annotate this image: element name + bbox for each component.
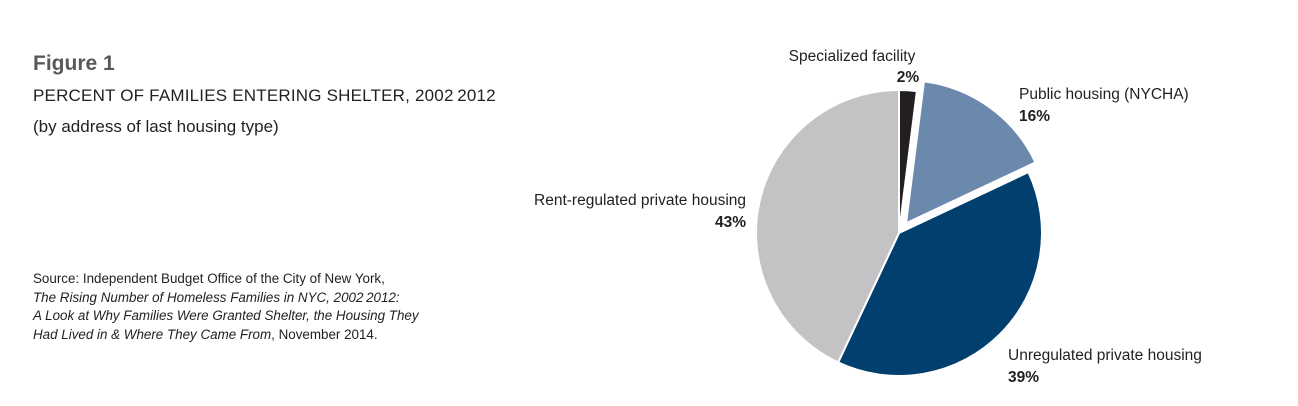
source-line-1: Source: Independent Budget Office of the…	[33, 271, 385, 286]
source-line-4: Had Lived in & Where They Came From, Nov…	[33, 326, 453, 345]
slice-percent: 39%	[1008, 369, 1039, 386]
source-line-2: The Rising Number of Homeless Families i…	[33, 289, 400, 305]
source-line-4-title: Had Lived in & Where They Came From	[33, 326, 272, 342]
pie-slice-rent-regulated-private-housing	[755, 88, 900, 364]
chart-subtitle: (by address of last housing type)	[33, 117, 279, 136]
slice-label: Unregulated private housing	[1008, 347, 1202, 364]
source-line-4-date: , November 2014.	[271, 326, 378, 342]
pie-slice-public-housing-nycha	[904, 80, 1037, 225]
slice-percent: 2%	[897, 69, 920, 86]
source-note: Source: Independent Budget Office of the…	[33, 270, 453, 344]
pie-slice-unregulated-private-housing	[836, 170, 1043, 377]
slice-label: Specialized facility	[789, 48, 916, 65]
figure-label: Figure 1	[33, 52, 115, 75]
chart-title: PERCENT OF FAMILIES ENTERING SHELTER, 20…	[33, 86, 496, 105]
slice-label: Rent-regulated private housing	[534, 192, 746, 209]
slice-label: Public housing (NYCHA)	[1019, 86, 1189, 103]
source-line-3: A Look at Why Families Were Granted Shel…	[33, 308, 419, 323]
slice-percent: 16%	[1019, 108, 1050, 125]
slice-percent: 43%	[715, 214, 746, 231]
